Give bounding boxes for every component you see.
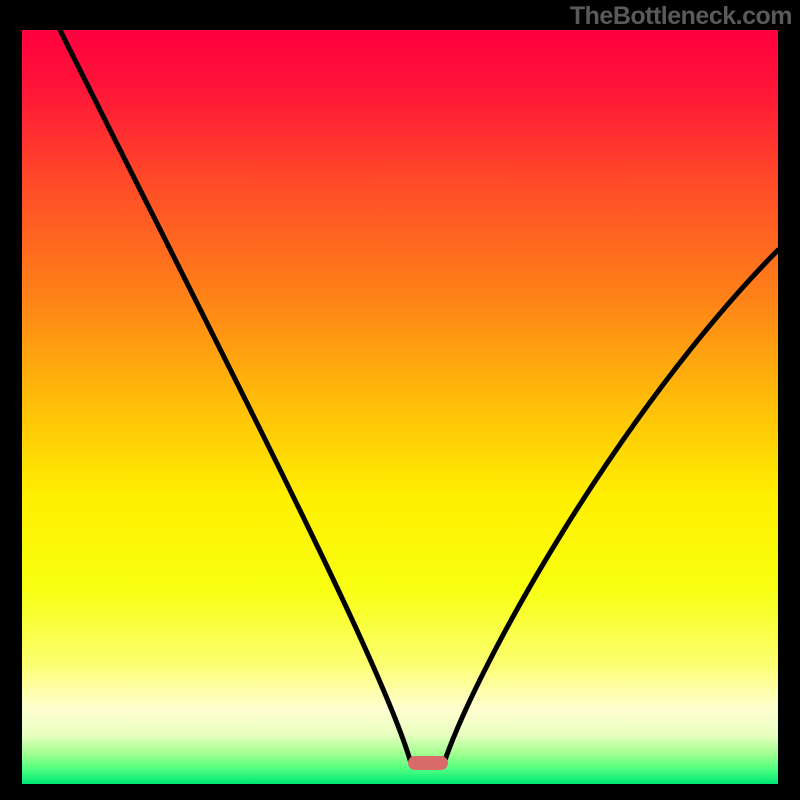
plot-area <box>22 30 778 784</box>
watermark-text: TheBottleneck.com <box>570 2 792 31</box>
chart-container: TheBottleneck.com <box>0 0 800 800</box>
minimum-marker <box>408 756 448 770</box>
bottleneck-chart <box>0 0 800 800</box>
